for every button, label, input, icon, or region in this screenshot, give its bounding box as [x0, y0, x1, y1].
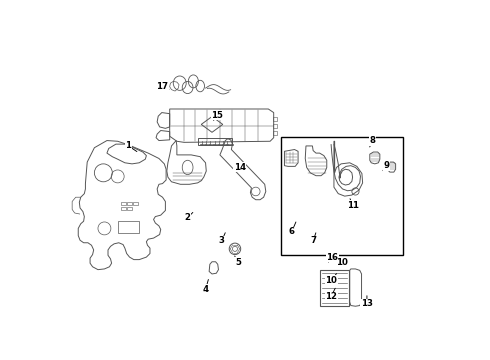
Text: 7: 7: [310, 237, 316, 246]
Bar: [118, 221, 139, 233]
Text: 11: 11: [346, 201, 359, 210]
Bar: [273, 131, 277, 135]
Bar: [122, 207, 126, 211]
Bar: [127, 202, 132, 205]
Bar: [133, 202, 138, 205]
Text: 5: 5: [235, 258, 241, 267]
Text: 1: 1: [125, 141, 131, 150]
Text: 2: 2: [185, 213, 191, 222]
Text: 12: 12: [325, 292, 337, 301]
Text: 4: 4: [202, 285, 209, 294]
Text: 10: 10: [325, 276, 337, 285]
Bar: [122, 202, 126, 205]
Text: 10: 10: [336, 258, 348, 267]
Text: 8: 8: [369, 136, 375, 145]
Bar: [319, 270, 349, 306]
Text: 16: 16: [326, 253, 338, 262]
Text: 13: 13: [361, 299, 373, 308]
Bar: [198, 138, 232, 145]
Bar: [281, 137, 403, 255]
Text: 15: 15: [211, 111, 223, 120]
Bar: [273, 124, 277, 128]
Text: 9: 9: [384, 161, 390, 170]
Text: 14: 14: [234, 163, 245, 172]
Text: 6: 6: [289, 228, 294, 237]
Bar: [127, 207, 132, 211]
Bar: [273, 117, 277, 121]
Text: 17: 17: [156, 82, 169, 91]
Text: 3: 3: [219, 237, 225, 246]
